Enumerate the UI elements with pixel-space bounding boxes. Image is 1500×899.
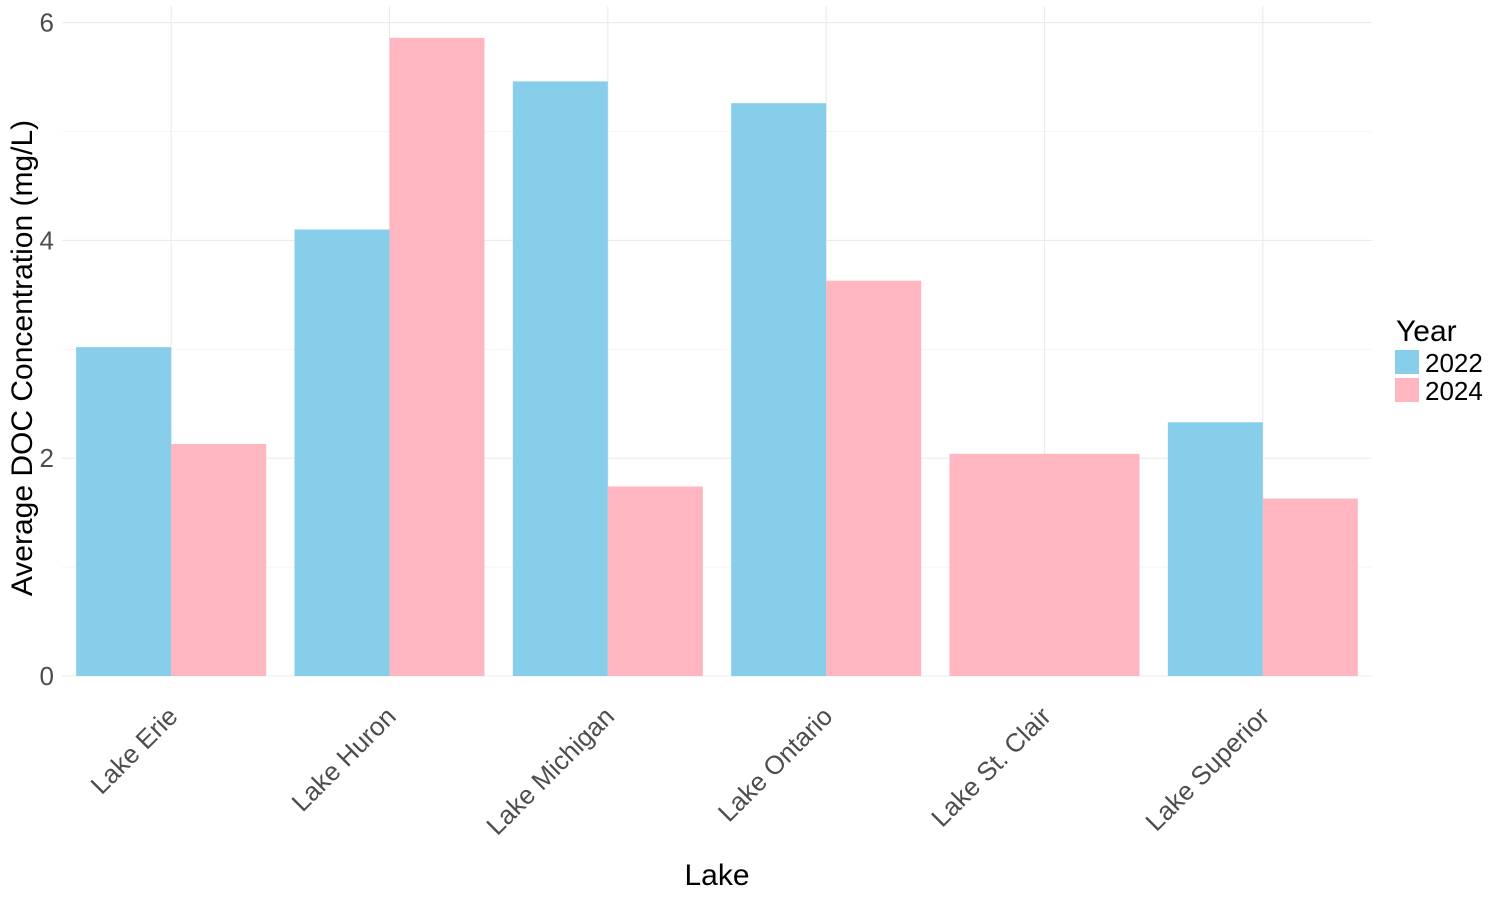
y-tick-label: 0 [40, 661, 54, 691]
bars [76, 37, 1358, 677]
bar-2024-lake-superior [1262, 498, 1358, 676]
legend-title: Year [1396, 315, 1457, 348]
bar-2022-lake-erie [76, 347, 172, 676]
x-tick-label: Lake St. Clair [925, 701, 1057, 833]
x-tick-label: Lake Huron [285, 701, 401, 817]
bar-2024-lake-ontario [826, 280, 922, 676]
bar-2024-lake-erie [171, 444, 267, 676]
x-tick-label: Lake Ontario [712, 701, 838, 827]
bar-2024-lake-huron [389, 37, 485, 676]
x-tick-label: Lake Michigan [480, 701, 620, 841]
bar-2022-lake-ontario [731, 103, 827, 677]
bar-2024-lake-michigan [607, 486, 703, 676]
legend-key-2022 [1395, 350, 1419, 374]
y-tick-label: 4 [40, 225, 54, 255]
x-tick-label: Lake Superior [1139, 701, 1275, 837]
bar-2024-lake-st-clair [949, 453, 1140, 676]
bar-2022-lake-huron [294, 229, 390, 676]
x-axis-title: Lake [684, 859, 749, 892]
x-axis-ticks: Lake Erie Lake Huron Lake Michigan Lake Ont… [85, 701, 1276, 841]
bar-2022-lake-superior [1167, 422, 1263, 676]
y-axis-title: Average DOC Concentration (mg/L) [6, 120, 39, 596]
y-tick-label: 6 [40, 8, 54, 38]
legend-label-2024: 2024 [1425, 376, 1483, 406]
x-tick-label: Lake Erie [85, 701, 184, 800]
legend-key-2024 [1395, 378, 1419, 402]
y-axis-ticks: 0 2 4 6 [40, 8, 54, 691]
bar-2022-lake-michigan [512, 81, 608, 676]
y-tick-label: 2 [40, 443, 54, 473]
legend-label-2022: 2022 [1425, 348, 1483, 378]
